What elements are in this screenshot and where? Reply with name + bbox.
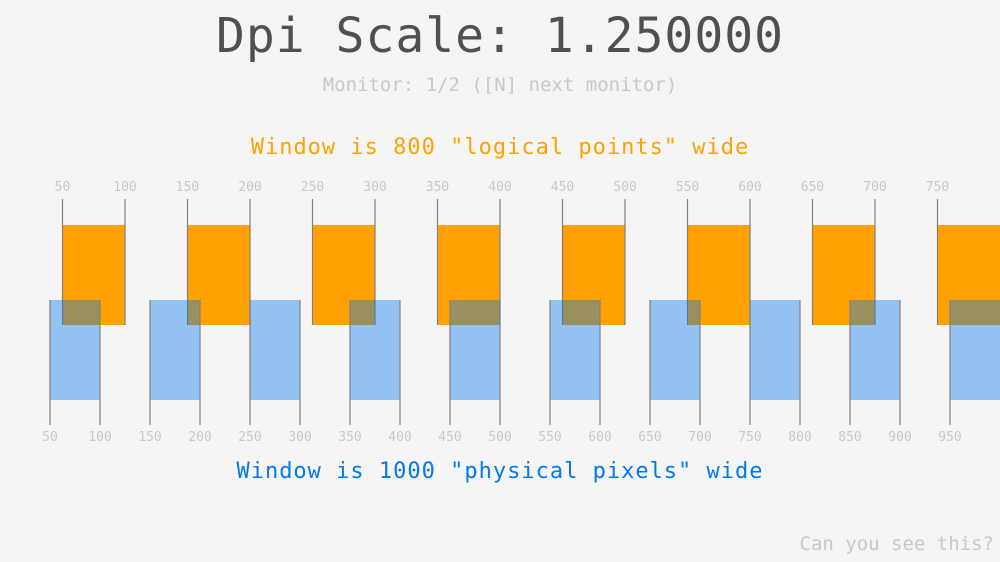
- physical-rect: [950, 300, 1000, 400]
- physical-tick-label: 850: [838, 430, 861, 445]
- logical-tick-label: 100: [113, 180, 136, 195]
- logical-tick-label: 750: [926, 180, 949, 195]
- physical-rect: [750, 300, 800, 400]
- logical-tick-label: 700: [863, 180, 886, 195]
- logical-rect: [187, 225, 250, 325]
- logical-tick-label: 400: [488, 180, 511, 195]
- logical-tick-label: 150: [176, 180, 199, 195]
- physical-tick-label: 300: [288, 430, 311, 445]
- physical-tick-label: 450: [438, 430, 461, 445]
- logical-tick-label: 600: [738, 180, 761, 195]
- physical-tick-label: 400: [388, 430, 411, 445]
- physical-rect: [250, 300, 300, 400]
- physical-rect: [150, 300, 200, 400]
- physical-tick-label: 250: [238, 430, 261, 445]
- logical-tick-label: 450: [551, 180, 574, 195]
- logical-tick-label: 200: [238, 180, 261, 195]
- physical-tick-label: 900: [888, 430, 911, 445]
- logical-width-label: Window is 800 "logical points" wide: [250, 135, 750, 160]
- physical-tick-label: 650: [638, 430, 661, 445]
- physical-rect: [550, 300, 600, 400]
- physical-tick-label: 100: [88, 430, 111, 445]
- logical-tick-label: 350: [426, 180, 449, 195]
- physical-tick-label: 50: [42, 430, 58, 445]
- logical-tick-label: 250: [301, 180, 324, 195]
- corner-text: Can you see this?: [799, 533, 994, 555]
- logical-rect: [937, 225, 1000, 325]
- logical-tick-label: 300: [363, 180, 386, 195]
- physical-tick-label: 800: [788, 430, 811, 445]
- physical-tick-label: 950: [938, 430, 961, 445]
- monitor-info: Monitor: 1/2 ([N] next monitor): [322, 74, 678, 96]
- logical-tick-label: 500: [613, 180, 636, 195]
- logical-tick-label: 650: [801, 180, 824, 195]
- physical-rect: [450, 300, 500, 400]
- physical-rect: [350, 300, 400, 400]
- physical-tick-label: 350: [338, 430, 361, 445]
- physical-tick-label: 550: [538, 430, 561, 445]
- physical-width-label: Window is 1000 "physical pixels" wide: [236, 459, 764, 484]
- physical-tick-label: 150: [138, 430, 161, 445]
- logical-rect: [62, 225, 125, 325]
- logical-rect: [437, 225, 500, 325]
- physical-rect: [50, 300, 100, 400]
- logical-rect: [312, 225, 375, 325]
- physical-tick-label: 750: [738, 430, 761, 445]
- logical-rect: [687, 225, 750, 325]
- physical-tick-label: 700: [688, 430, 711, 445]
- physical-tick-label: 600: [588, 430, 611, 445]
- dpi-scale-title: Dpi Scale: 1.250000: [215, 8, 785, 64]
- physical-rect: [650, 300, 700, 400]
- physical-rect: [850, 300, 900, 400]
- logical-tick-label: 550: [676, 180, 699, 195]
- logical-rect: [562, 225, 625, 325]
- logical-tick-label: 50: [55, 180, 71, 195]
- physical-tick-label: 200: [188, 430, 211, 445]
- logical-rect: [812, 225, 875, 325]
- physical-tick-label: 500: [488, 430, 511, 445]
